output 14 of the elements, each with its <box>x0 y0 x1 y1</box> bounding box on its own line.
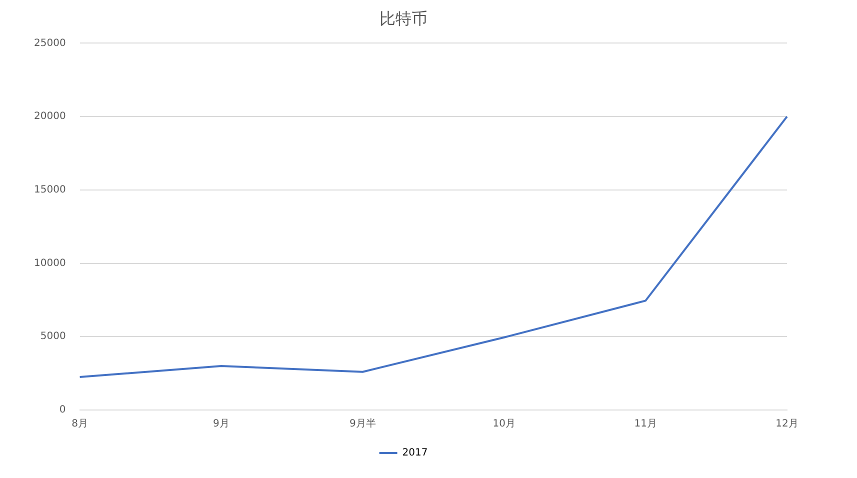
x-tick-label: 12月 <box>776 418 798 430</box>
x-tick-label: 11月 <box>634 418 657 430</box>
x-tick-label: 10月 <box>492 418 516 430</box>
y-tick-label: 10000 <box>34 258 66 269</box>
x-tick-label: 9月 <box>213 418 230 430</box>
y-tick-label: 0 <box>59 404 66 416</box>
y-tick-label: 15000 <box>34 184 66 196</box>
y-tick-label: 25000 <box>34 38 66 49</box>
y-tick-label: 5000 <box>40 331 66 342</box>
legend-label: 2017 <box>402 448 428 459</box>
x-tick-label: 9月半 <box>350 418 376 430</box>
x-tick-label: 8月 <box>72 418 88 430</box>
chart-title: 比特币 <box>380 8 428 28</box>
y-tick-label: 20000 <box>34 111 66 122</box>
